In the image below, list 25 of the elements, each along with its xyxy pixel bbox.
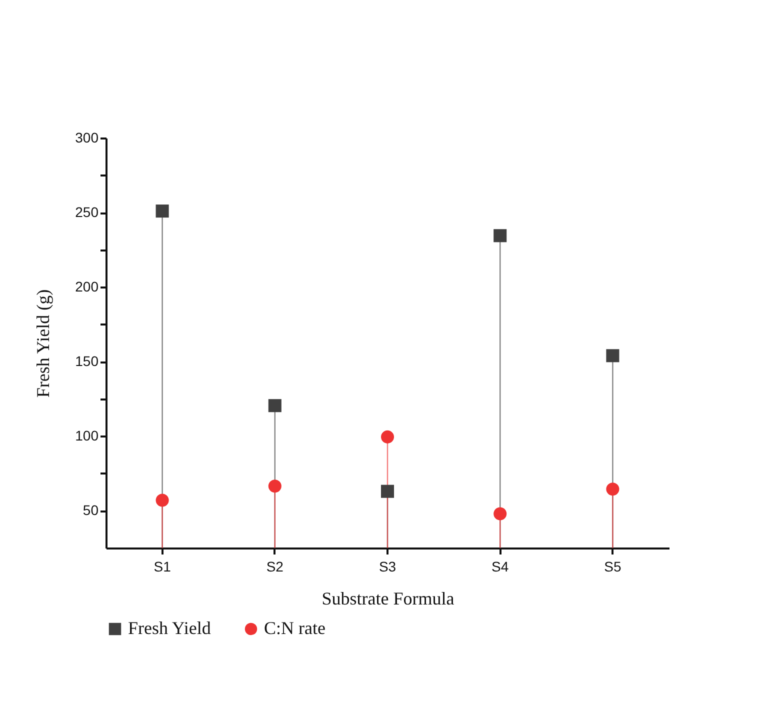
legend-label: C:N rate xyxy=(264,618,326,638)
point xyxy=(494,229,507,242)
point xyxy=(268,480,282,493)
x-axis-title: Substrate Formula xyxy=(322,588,454,608)
x-tick-label: S1 xyxy=(154,558,172,574)
y-tick-label: 50 xyxy=(82,502,99,518)
point xyxy=(156,494,169,507)
x-tick-label: S3 xyxy=(378,558,396,574)
x-tick-label: S5 xyxy=(604,558,622,574)
point xyxy=(606,349,620,362)
y-tick-label: 100 xyxy=(75,428,99,444)
y-tick-label: 200 xyxy=(75,278,99,295)
y-tick-label: 150 xyxy=(75,353,99,370)
y-tick-label: 250 xyxy=(75,204,99,220)
y-axis-title: Fresh Yield (g) xyxy=(33,289,54,398)
point xyxy=(380,484,394,498)
point xyxy=(156,204,169,218)
legend-label: Fresh Yield xyxy=(128,618,211,638)
point xyxy=(268,399,282,412)
point xyxy=(606,482,620,496)
x-tick-label: S2 xyxy=(266,558,284,574)
y-tick-label: 300 xyxy=(75,130,99,146)
point xyxy=(380,430,394,444)
x-tick-label: S4 xyxy=(492,558,509,574)
point xyxy=(494,507,507,520)
